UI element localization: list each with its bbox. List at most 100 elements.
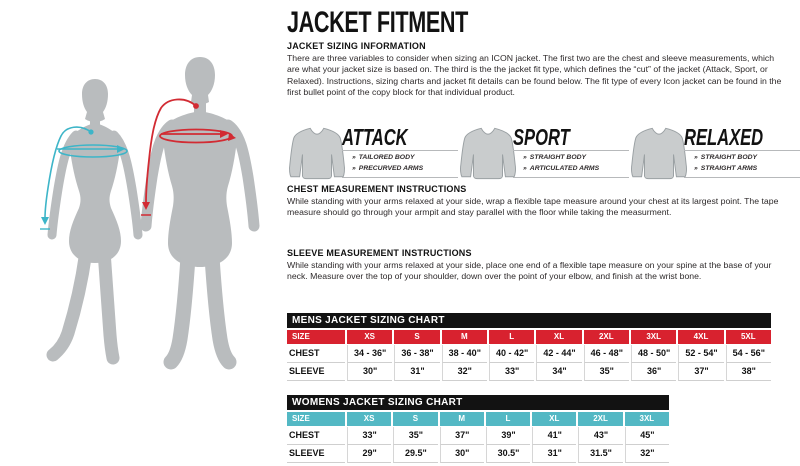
- mens-chart-header-cell: XS: [347, 330, 393, 344]
- sleeve-instructions-heading: SLEEVE MEASUREMENT INSTRUCTIONS: [287, 248, 472, 258]
- mens-chart-header-cell: XL: [536, 330, 582, 344]
- sizing-info-section: JACKET SIZING INFORMATION There are thre…: [287, 41, 793, 99]
- mens-chart-cell: 33": [488, 363, 535, 381]
- mens-chart-cell: 36": [630, 363, 677, 381]
- mens-chart-header-cell: SIZE: [287, 330, 345, 344]
- womens-chart-header: SIZE XS S M L XL 2XL 3XL: [287, 412, 669, 426]
- fit-feature: » PRECURVED ARMS: [352, 164, 458, 175]
- womens-chart-cell: 31": [532, 445, 577, 463]
- womens-chart-cell: 45": [624, 427, 669, 445]
- mens-chart-cell: 52 - 54": [678, 345, 724, 363]
- womens-chart-header-cell: SIZE: [287, 412, 345, 426]
- fit-feature: » TAILORED BODY: [352, 153, 458, 164]
- womens-chart-header-cell: XL: [532, 412, 577, 426]
- fit-title-relaxed: RELAXED: [684, 124, 764, 150]
- mens-chart-header-cell: 2XL: [583, 330, 629, 344]
- fit-feature: » STRAIGHT ARMS: [694, 164, 800, 175]
- jacket-sport-icon: [460, 127, 516, 180]
- mens-chart-header-cell: L: [488, 330, 535, 344]
- mens-chart-header-cell: 4XL: [678, 330, 724, 344]
- womens-chart-cell: 39": [485, 427, 531, 445]
- womens-chart-header-cell: XS: [347, 412, 392, 426]
- mens-chart-row-label: SLEEVE: [287, 363, 345, 381]
- sizing-info-body: There are three variables to consider wh…: [287, 53, 782, 98]
- fit-feature: » STRAIGHT BODY: [694, 153, 800, 164]
- female-chest-ellipse: [58, 144, 128, 158]
- fit-feature-label: STRAIGHT ARMS: [700, 164, 758, 172]
- male-silhouette: [140, 57, 260, 370]
- bullet-marker: »: [694, 164, 698, 172]
- mens-chart-header-cell: 5XL: [725, 330, 771, 344]
- bullet-marker: »: [352, 164, 356, 172]
- womens-chart-cell: 35": [393, 427, 438, 445]
- womens-chart-row-label: SLEEVE: [287, 445, 345, 463]
- womens-chart-cell: 29": [347, 445, 392, 463]
- womens-chart-cell: 30": [439, 445, 484, 463]
- bullet-marker: »: [523, 154, 527, 162]
- fit-block-relaxed: RELAXED » STRAIGHT BODY » STRAIGHT ARMS: [629, 122, 800, 182]
- mens-chart-body: CHEST 34 - 36" 36 - 38" 38 - 40" 40 - 42…: [287, 345, 771, 381]
- mens-chart-row-label: CHEST: [287, 345, 345, 363]
- mens-chart-cell: 32": [441, 363, 487, 381]
- womens-chart-cell: 33": [347, 427, 392, 445]
- womens-chart-body: CHEST 33" 35" 37" 39" 41" 43" 45" SLEEVE…: [287, 427, 669, 463]
- womens-chart-title: WOMENS JACKET SIZING CHART: [287, 395, 669, 410]
- silhouettes-illustration: [40, 57, 260, 370]
- womens-chart-cell: 29.5": [393, 445, 438, 463]
- mens-chart-cell: 31": [394, 363, 440, 381]
- bullet-marker: »: [523, 164, 527, 172]
- fit-feature-label: PRECURVED ARMS: [358, 164, 424, 172]
- womens-chart-header-cell: S: [393, 412, 438, 426]
- sleeve-instructions-body: While standing with your arms relaxed at…: [287, 260, 772, 282]
- mens-chart-title: MENS JACKET SIZING CHART: [287, 313, 771, 328]
- male-measurement-arrows: [141, 98, 236, 216]
- measurement-figures: [0, 45, 283, 385]
- mens-chart-cell: 48 - 50": [630, 345, 677, 363]
- womens-chart-cell: 32": [624, 445, 669, 463]
- mens-chart-cell: 36 - 38": [394, 345, 440, 363]
- chest-instructions-heading: CHEST MEASUREMENT INSTRUCTIONS: [287, 184, 467, 194]
- fit-feature-label: ARTICULATED ARMS: [529, 164, 600, 172]
- bullet-marker: »: [352, 154, 356, 162]
- mens-chart-cell: 40 - 42": [488, 345, 535, 363]
- female-sleeve-arrow: [44, 126, 92, 219]
- chest-instructions-body: While standing with your arms relaxed at…: [287, 196, 779, 218]
- fit-block-attack: ATTACK » TAILORED BODY » PRECURVED ARMS: [287, 122, 458, 182]
- mens-chart-cell: 37": [678, 363, 724, 381]
- mens-chart-cell: 34": [536, 363, 582, 381]
- sleeve-instructions-section: SLEEVE MEASUREMENT INSTRUCTIONS While st…: [287, 248, 793, 283]
- womens-chart-cell: 31.5": [578, 445, 623, 463]
- mens-chart-header-cell: S: [394, 330, 440, 344]
- womens-chart-header-cell: M: [439, 412, 484, 426]
- fit-block-sport: SPORT » STRAIGHT BODY » ARTICULATED ARMS: [458, 122, 629, 182]
- fit-feature: » STRAIGHT BODY: [523, 153, 629, 164]
- womens-chart-cell: 41": [532, 427, 577, 445]
- mens-chart-cell: 35": [583, 363, 629, 381]
- fit-feature-label: STRAIGHT BODY: [700, 154, 758, 162]
- womens-chart-header-cell: 3XL: [624, 412, 669, 426]
- male-sleeve-arrow: [145, 98, 197, 203]
- fit-feature-label: TAILORED BODY: [358, 154, 415, 162]
- mens-chart-header: SIZE XS S M L XL 2XL 3XL 4XL 5XL: [287, 330, 771, 344]
- mens-chart-cell: 46 - 48": [583, 345, 629, 363]
- female-silhouette: [46, 79, 143, 365]
- chest-instructions-section: CHEST MEASUREMENT INSTRUCTIONS While sta…: [287, 184, 793, 219]
- mens-chart-header-cell: 3XL: [630, 330, 677, 344]
- fit-feature: » ARTICULATED ARMS: [523, 164, 629, 175]
- jacket-attack-icon: [289, 127, 345, 180]
- womens-chart-cell: 43": [578, 427, 623, 445]
- fit-title-sport: SPORT: [513, 124, 570, 150]
- mens-chart-header-cell: M: [441, 330, 487, 344]
- womens-chart-cell: 37": [439, 427, 484, 445]
- jacket-relaxed-icon: [631, 127, 687, 180]
- fit-title-attack: ATTACK: [342, 124, 408, 150]
- mens-chart-cell: 38": [725, 363, 771, 381]
- fit-types-row: ATTACK » TAILORED BODY » PRECURVED ARMS SP…: [287, 122, 800, 182]
- womens-chart-header-cell: L: [485, 412, 531, 426]
- fit-features-attack: » TAILORED BODY » PRECURVED ARMS: [342, 150, 458, 179]
- womens-chart-row-label: CHEST: [287, 427, 345, 445]
- mens-sizing-chart: MENS JACKET SIZING CHART SIZE XS S M L X…: [287, 313, 771, 381]
- fit-feature-label: STRAIGHT BODY: [529, 154, 587, 162]
- mens-chart-cell: 54 - 56": [725, 345, 771, 363]
